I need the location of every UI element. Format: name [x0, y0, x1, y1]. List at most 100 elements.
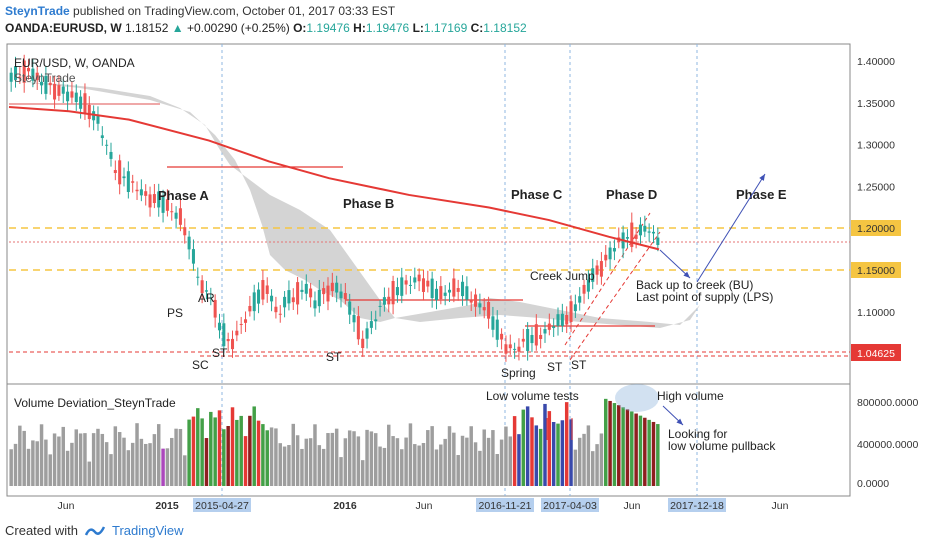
candle[interactable] — [18, 67, 22, 84]
volume-bar[interactable] — [512, 416, 517, 486]
volume-bar[interactable] — [269, 427, 274, 486]
volume-bar[interactable] — [308, 438, 313, 486]
author-name[interactable]: SteynTrade — [5, 4, 70, 18]
candle[interactable] — [625, 229, 629, 248]
candle[interactable] — [595, 260, 599, 285]
candle[interactable] — [252, 284, 256, 321]
candle-body[interactable] — [274, 306, 278, 313]
candle-body[interactable] — [478, 303, 482, 308]
candle[interactable] — [599, 252, 603, 285]
candle-body[interactable] — [361, 338, 365, 349]
candle-body[interactable] — [504, 344, 508, 354]
volume-bar[interactable] — [365, 429, 369, 486]
candle-body[interactable] — [66, 91, 70, 102]
candle-body[interactable] — [296, 282, 300, 305]
candle-body[interactable] — [421, 278, 425, 292]
candle[interactable] — [643, 215, 647, 238]
candle-body[interactable] — [304, 283, 308, 294]
candle[interactable] — [391, 275, 395, 315]
volume-bar[interactable] — [83, 433, 87, 486]
candle-body[interactable] — [365, 328, 369, 339]
candle[interactable] — [621, 225, 625, 259]
volume-bar[interactable] — [117, 432, 122, 486]
candle-body[interactable] — [278, 313, 282, 315]
volume-bar[interactable] — [265, 430, 269, 486]
candle-body[interactable] — [474, 294, 478, 307]
candle[interactable] — [413, 267, 417, 290]
candle-body[interactable] — [508, 344, 512, 349]
volume-bar[interactable] — [100, 433, 105, 486]
candle[interactable] — [348, 293, 352, 324]
volume-bar[interactable] — [178, 428, 183, 486]
candle[interactable] — [343, 282, 347, 305]
volume-bar[interactable] — [625, 409, 630, 486]
candle[interactable] — [447, 282, 452, 303]
volume-bar[interactable] — [22, 430, 26, 486]
volume-bar[interactable] — [465, 437, 469, 486]
volume-bar[interactable] — [530, 417, 534, 486]
volume-bar[interactable] — [547, 411, 552, 486]
candle-body[interactable] — [513, 348, 517, 350]
candle-body[interactable] — [395, 287, 399, 296]
candle[interactable] — [191, 239, 195, 271]
candle-body[interactable] — [612, 248, 616, 252]
volume-bar[interactable] — [161, 448, 165, 486]
candle[interactable] — [235, 320, 239, 342]
candle[interactable] — [365, 321, 369, 349]
volume-bar[interactable] — [586, 425, 591, 486]
candle-body[interactable] — [521, 338, 525, 342]
volume-bar[interactable] — [617, 405, 621, 486]
volume-bar[interactable] — [521, 409, 526, 486]
candle[interactable] — [534, 314, 538, 351]
candle-body[interactable] — [469, 300, 473, 303]
volume-bar[interactable] — [274, 428, 278, 486]
candle-body[interactable] — [465, 286, 469, 300]
candle[interactable] — [547, 313, 551, 336]
volume-bar[interactable] — [413, 444, 417, 486]
candle[interactable] — [604, 245, 608, 268]
candle-body[interactable] — [13, 66, 18, 80]
volume-bar[interactable] — [421, 443, 426, 486]
volume-bar[interactable] — [39, 424, 44, 486]
volume-bar[interactable] — [369, 431, 374, 486]
volume-bar[interactable] — [347, 430, 352, 486]
candle-body[interactable] — [287, 290, 291, 304]
volume-bar[interactable] — [387, 424, 391, 486]
volume-bar[interactable] — [57, 436, 61, 486]
candle[interactable] — [608, 241, 612, 270]
candle[interactable] — [239, 316, 243, 334]
volume-bar[interactable] — [222, 429, 226, 486]
candle-body[interactable] — [526, 329, 530, 351]
volume-bar[interactable] — [278, 443, 282, 486]
candle[interactable] — [421, 269, 425, 301]
volume-bar[interactable] — [621, 407, 625, 486]
volume-bar[interactable] — [321, 448, 326, 486]
candle[interactable] — [395, 277, 399, 303]
candle-body[interactable] — [157, 191, 161, 208]
candle[interactable] — [300, 280, 304, 300]
candle-body[interactable] — [109, 151, 113, 159]
volume-bar[interactable] — [343, 438, 348, 486]
volume-bar[interactable] — [26, 448, 31, 486]
volume-bar[interactable] — [282, 446, 287, 486]
volume-bar[interactable] — [560, 420, 565, 486]
volume-bar[interactable] — [356, 436, 361, 486]
candle[interactable] — [478, 293, 482, 315]
candle[interactable] — [556, 307, 560, 336]
volume-bar[interactable] — [486, 437, 491, 486]
candle[interactable] — [131, 174, 135, 193]
volume-bar[interactable] — [78, 433, 83, 486]
candle[interactable] — [79, 90, 83, 119]
candle[interactable] — [126, 161, 130, 199]
candle[interactable] — [226, 332, 230, 352]
candle-body[interactable] — [92, 111, 96, 121]
candle[interactable] — [165, 189, 169, 217]
candle[interactable] — [430, 271, 434, 308]
candle-body[interactable] — [170, 211, 174, 213]
candle[interactable] — [313, 291, 317, 317]
candle-body[interactable] — [400, 277, 404, 296]
candle-body[interactable] — [22, 60, 26, 83]
candle-body[interactable] — [604, 254, 608, 261]
candle[interactable] — [66, 84, 70, 111]
candle-body[interactable] — [270, 295, 274, 302]
